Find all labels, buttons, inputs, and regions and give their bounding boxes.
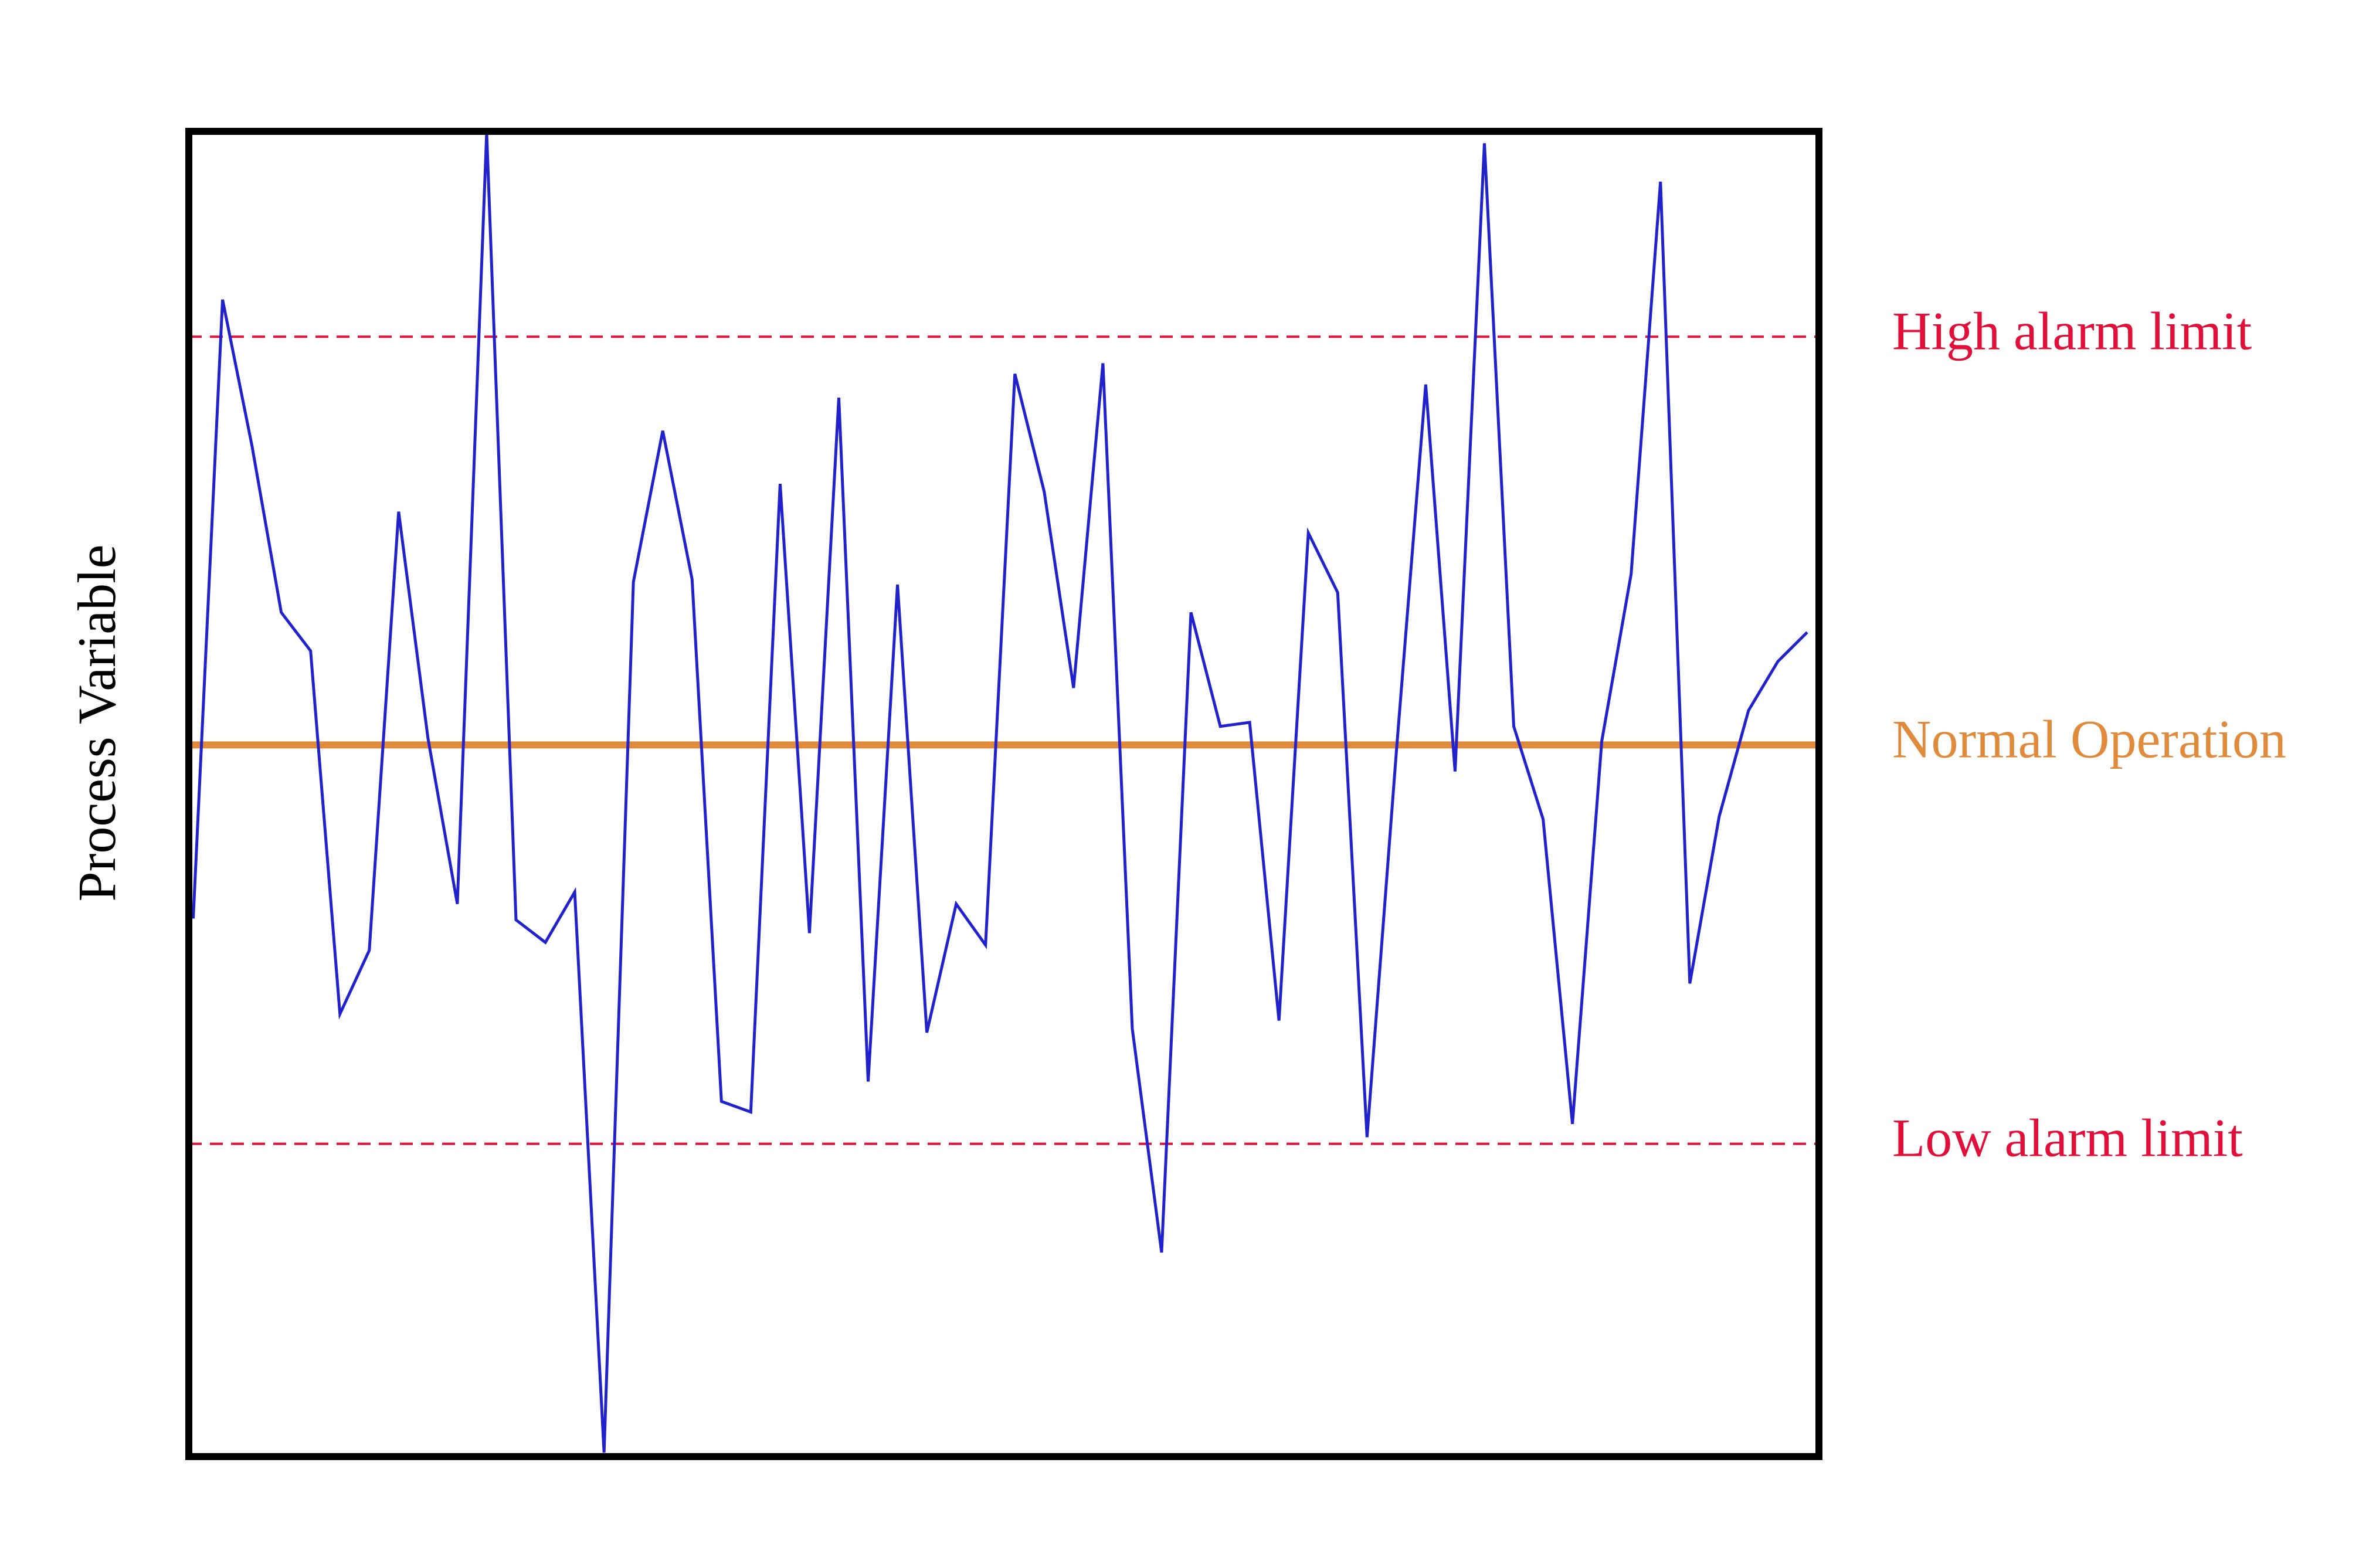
reference-label: High alarm limit — [1892, 301, 2252, 361]
data-line — [192, 133, 1808, 1453]
reference-label: Normal Operation — [1892, 709, 2286, 769]
y-axis-label: Process Variable — [67, 545, 127, 902]
reference-label: Low alarm limit — [1892, 1108, 2243, 1168]
plot-frame — [185, 128, 1822, 1460]
